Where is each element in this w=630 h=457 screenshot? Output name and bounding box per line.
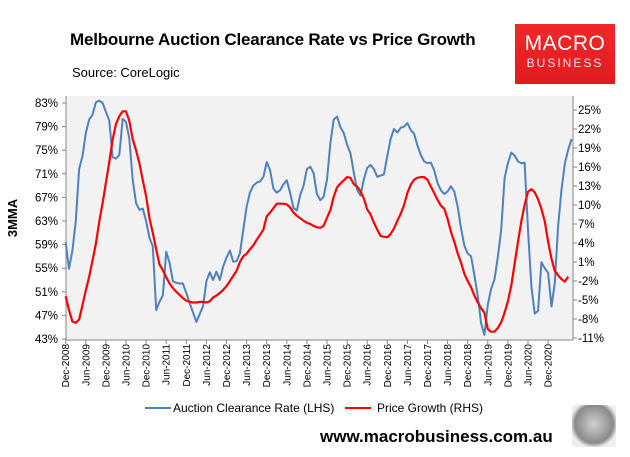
right-tick-label: 13%: [578, 181, 601, 193]
x-tick-label: Dec-2020: [544, 344, 555, 388]
x-tick-label: Dec-2014: [302, 344, 313, 388]
left-tick-label: 75%: [35, 145, 58, 157]
x-tick-label: Jun-2013: [242, 344, 253, 386]
x-tick-label: Jun-2017: [403, 344, 414, 386]
x-tick-label: Dec-2009: [101, 344, 112, 388]
x-tick-label: Jun-2020: [524, 344, 535, 386]
right-tick-label: 22%: [578, 124, 601, 136]
right-tick-label: 10%: [578, 200, 601, 212]
x-tick-label: Dec-2013: [262, 344, 273, 388]
x-tick-label: Jun-2012: [202, 344, 213, 386]
left-tick-label: 71%: [35, 169, 58, 181]
x-tick-label: Dec-2016: [383, 344, 394, 388]
x-tick-label: Dec-2011: [182, 344, 193, 387]
left-tick-label: 59%: [35, 240, 58, 252]
website-url: www.macrobusiness.com.au: [320, 427, 553, 446]
series-line-price-growth: [64, 110, 570, 333]
right-tick-label: 4%: [578, 238, 595, 250]
left-tick-label: 67%: [35, 192, 58, 204]
legend-label: Price Growth (RHS): [377, 401, 483, 415]
logo-text-macro: MACRO: [524, 32, 606, 55]
x-tick-label: Dec-2015: [343, 344, 354, 388]
x-tick-label: Dec-2008: [61, 344, 72, 388]
left-tick-label: 63%: [35, 216, 58, 228]
logo-text-business: BUSINESS: [526, 56, 604, 70]
legend-label: Auction Clearance Rate (LHS): [173, 401, 334, 415]
x-tick-label: Jun-2010: [122, 344, 133, 386]
right-tick-label: 1%: [578, 257, 595, 269]
right-tick-label: 19%: [578, 143, 601, 155]
plot-area: [66, 96, 573, 340]
wolf-logo-image: [572, 405, 616, 447]
x-tick-label: Jun-2009: [81, 344, 92, 386]
x-tick-label: Jun-2014: [282, 344, 293, 386]
left-tick-label: 43%: [35, 334, 58, 346]
x-tick-label: Jun-2016: [363, 344, 374, 386]
x-tick-label: Dec-2017: [423, 344, 434, 388]
right-tick-label: -8%: [578, 314, 598, 326]
left-tick-label: 51%: [35, 287, 58, 299]
x-tick-label: Jun-2019: [483, 344, 494, 386]
left-tick-label: 83%: [35, 98, 58, 110]
x-tick-label: Jun-2015: [323, 344, 334, 386]
right-tick-label: -5%: [578, 295, 598, 307]
right-tick-label: -2%: [578, 276, 598, 288]
x-tick-label: Dec-2010: [142, 344, 153, 388]
x-tick-label: Dec-2018: [463, 344, 474, 388]
right-tick-label: 16%: [578, 162, 601, 174]
left-tick-label: 55%: [35, 263, 58, 275]
x-tick-label: Dec-2019: [503, 344, 514, 388]
left-tick-label: 47%: [35, 310, 58, 322]
series-line-clearance-rate: [64, 99, 573, 336]
left-tick-label: 79%: [35, 122, 58, 134]
source-note: Source: CoreLogic: [72, 65, 180, 80]
macrobusiness-logo: MACRO BUSINESS: [515, 24, 615, 84]
x-tick-label: Dec-2012: [222, 344, 233, 388]
y-axis-label: 3MMA: [5, 198, 20, 237]
x-tick-label: Jun-2018: [443, 344, 454, 386]
right-tick-label: 7%: [578, 219, 595, 231]
x-tick-label: Jun-2011: [162, 344, 173, 385]
right-tick-label: -11%: [578, 333, 604, 345]
chart-title: Melbourne Auction Clearance Rate vs Pric…: [70, 30, 476, 49]
right-tick-label: 25%: [578, 105, 601, 117]
